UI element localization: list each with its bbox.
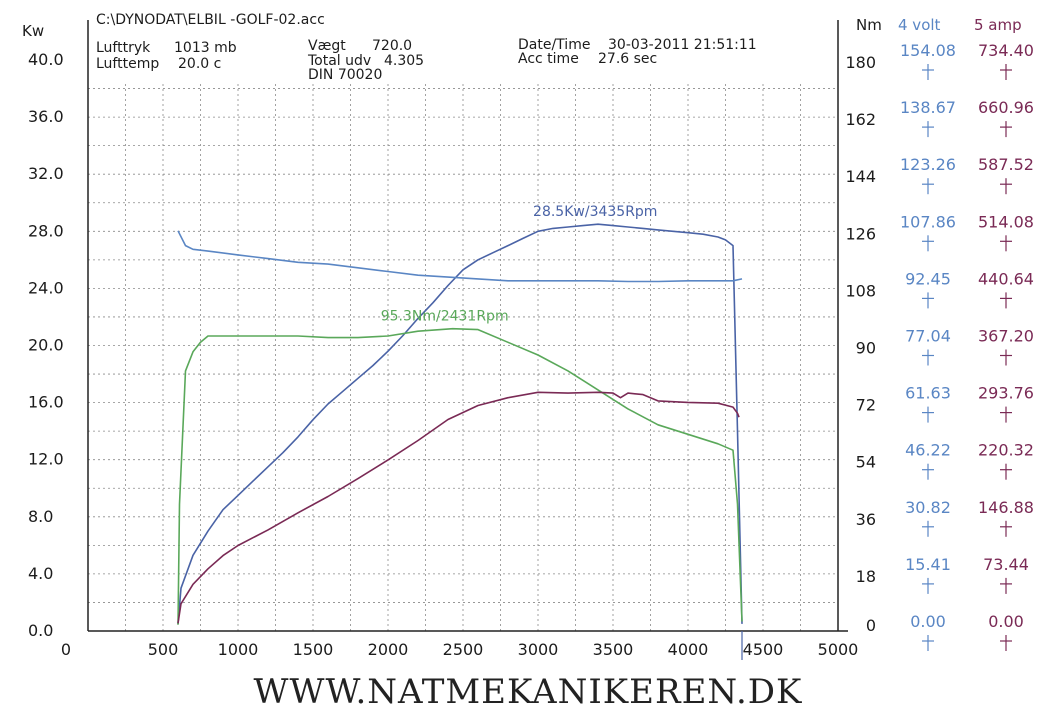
volt-tick-label: 77.04: [905, 327, 951, 346]
din-label: DIN 70020: [308, 67, 383, 83]
nm-tick-label: 108: [845, 281, 876, 300]
x-tick-label: 1000: [218, 640, 259, 659]
chart-series: [177, 223, 743, 660]
volt-tick-label: 0.00: [910, 612, 946, 631]
amp-tick-label: 0.00: [988, 612, 1024, 631]
x-tick-label: 2000: [368, 640, 409, 659]
vaegt-label: Vægt: [308, 38, 346, 54]
x-tick-label: 0: [61, 640, 71, 659]
vaegt-value: 720.0: [372, 38, 413, 54]
nm-tick-label: 18: [856, 567, 876, 586]
website-footer: WWW.NATMEKANIKEREN.DK: [253, 672, 803, 712]
kw-axis-label: Kw: [22, 22, 44, 40]
nm-axis-label: Nm: [856, 16, 882, 34]
nm-tick-label: 180: [845, 53, 876, 72]
volt-tick-label: 46.22: [905, 441, 951, 460]
total-value: 4.305: [384, 53, 425, 69]
datetime-label: Date/Time: [518, 37, 591, 53]
amp-tick-label: 293.76: [978, 384, 1034, 403]
nm-tick-label: 36: [856, 510, 876, 529]
volt-tick-label: 92.45: [905, 269, 951, 288]
nm-tick-label: 0: [866, 616, 876, 635]
nm-series-line: [177, 327, 743, 625]
amp-tick-label: 514.08: [978, 212, 1034, 231]
amp-tick-label: 367.20: [978, 327, 1034, 346]
x-tick-label: 5000: [818, 640, 859, 659]
file-path: C:\DYNODAT\ELBIL -GOLF-02.acc: [96, 12, 325, 28]
volt-tick-label: 123.26: [900, 155, 956, 174]
kw-tick-label: 20.0: [28, 336, 64, 355]
acc-time-label: Acc time: [518, 51, 579, 67]
dyno-chart: Kw Nm 4 volt 5 amp 0.0 4.0 8.0 12.0 16.0 20.0 24.0…: [22, 16, 1034, 660]
kw-tick-label: 28.0: [28, 221, 64, 240]
x-tick-label: 500: [148, 640, 179, 659]
nm-tick-label: 162: [845, 110, 876, 129]
chart-axes: [87, 20, 848, 632]
kw-tick-label: 24.0: [28, 278, 64, 297]
amp-tick-label: 587.52: [978, 155, 1034, 174]
x-tick-label: 4500: [743, 640, 784, 659]
volt-tick-label: 15.41: [905, 555, 951, 574]
amp-axis-label: 5 amp: [974, 16, 1022, 34]
acc-time-value: 27.6 sec: [598, 51, 658, 67]
amp-tick-label: 440.64: [978, 269, 1034, 288]
amp-tick-label: 734.40: [978, 41, 1034, 60]
nm-tick-label: 72: [856, 396, 876, 415]
amp-tick-label: 660.96: [978, 98, 1034, 117]
kw-tick-label: 32.0: [28, 164, 64, 183]
volt-tick-label: 61.63: [905, 384, 951, 403]
kw-tick-label: 8.0: [28, 507, 53, 526]
kw-tick-label: 40.0: [28, 50, 64, 69]
x-tick-label: 3500: [593, 640, 634, 659]
kw-tick-label: 4.0: [28, 564, 53, 583]
amp-series-line: [177, 391, 740, 624]
lufttemp-label: Lufttemp: [96, 56, 160, 72]
kw-tick-label: 12.0: [28, 450, 64, 469]
chart-labels: Kw Nm 4 volt 5 amp 0.0 4.0 8.0 12.0 16.0 20.0 24.0…: [22, 16, 1034, 659]
volt-series-line: [177, 230, 743, 283]
x-tick-label: 1500: [293, 640, 334, 659]
lufttryk-value: 1013 mb: [174, 40, 237, 56]
kw-tick-label: 36.0: [28, 107, 64, 126]
chart-grid: [87, 84, 839, 632]
kw-series-line: [177, 223, 743, 624]
kw-tick-label: 16.0: [28, 393, 64, 412]
nm-tick-label: 90: [856, 339, 876, 358]
x-tick-label: 2500: [443, 640, 484, 659]
kw-tick-label: 0.0: [28, 621, 53, 640]
nm-tick-label: 126: [845, 224, 876, 243]
amp-tick-label: 220.32: [978, 441, 1034, 460]
volt-axis-label: 4 volt: [898, 16, 941, 34]
nm-tick-label: 54: [856, 453, 876, 472]
volt-tick-label: 138.67: [900, 98, 956, 117]
lufttryk-label: Lufttryk: [96, 40, 151, 56]
x-tick-label: 4000: [668, 640, 709, 659]
peak-annotation: 95.3Nm/2431Rpm: [381, 309, 509, 325]
amp-tick-label: 146.88: [978, 498, 1034, 517]
nm-tick-label: 144: [845, 167, 876, 186]
volt-tick-label: 154.08: [900, 41, 956, 60]
peak-annotation: 28.5Kw/3435Rpm: [533, 204, 657, 220]
datetime-value: 30-03-2011 21:51:11: [608, 37, 757, 53]
x-tick-label: 3000: [518, 640, 559, 659]
total-label: Total udv: [308, 53, 372, 69]
volt-tick-label: 30.82: [905, 498, 951, 517]
amp-tick-label: 73.44: [983, 555, 1029, 574]
volt-tick-label: 107.86: [900, 212, 956, 231]
lufttemp-value: 20.0 c: [178, 56, 222, 72]
